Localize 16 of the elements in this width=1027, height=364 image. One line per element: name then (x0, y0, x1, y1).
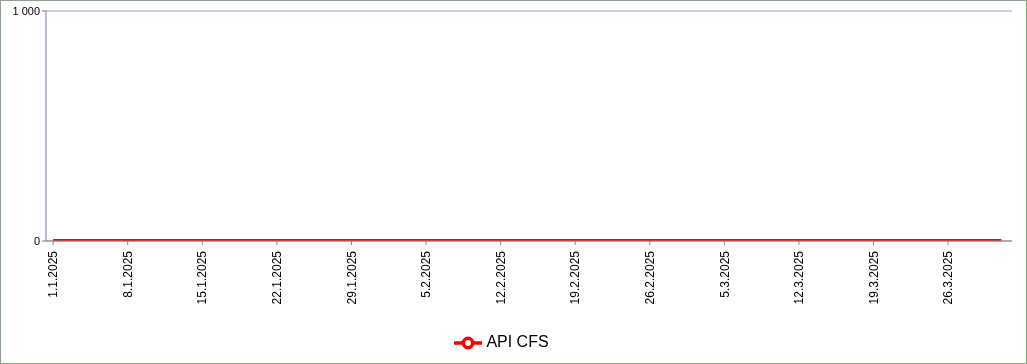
x-tick-label: 8.1.2025 (120, 250, 135, 298)
y-tick-label: 1 000 (12, 4, 40, 17)
legend-label: API CFS (486, 333, 549, 351)
y-tick-label: 0 (33, 234, 40, 247)
x-tick-label: 15.1.2025 (195, 250, 210, 305)
x-tick-label: 12.3.2025 (792, 250, 807, 305)
x-tick-label: 26.2.2025 (642, 250, 657, 305)
x-tick-label: 12.2.2025 (493, 250, 508, 305)
x-tick-label: 19.2.2025 (568, 250, 583, 305)
x-tick-label: 29.1.2025 (344, 250, 359, 305)
x-tick-label: 5.3.2025 (717, 250, 732, 298)
x-tick-label: 5.2.2025 (419, 250, 434, 298)
x-tick-label: 19.3.2025 (866, 250, 881, 305)
x-tick-label: 26.3.2025 (941, 250, 956, 305)
x-tick-label: 1.1.2025 (46, 250, 61, 298)
x-tick-label: 22.1.2025 (270, 250, 285, 305)
